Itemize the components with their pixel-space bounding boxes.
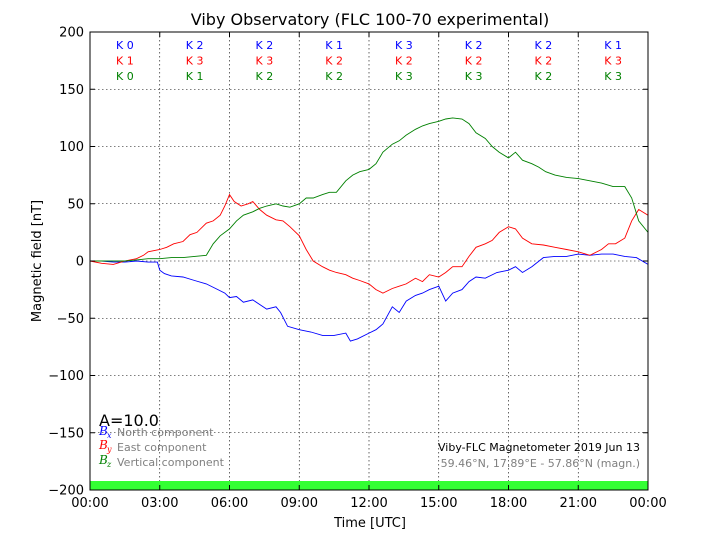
legend-subscript-north: x (107, 431, 112, 440)
k-index-label: K 3 (186, 55, 204, 68)
y-tick-label: −100 (48, 369, 84, 384)
k-index-label: K 2 (535, 70, 553, 83)
x-tick-label: 09:00 (281, 496, 318, 511)
k-index-label: K 2 (256, 70, 274, 83)
k-index-label: K 1 (116, 55, 134, 68)
series-layer (89, 117, 649, 342)
k-index-label: K 1 (186, 70, 204, 83)
legend-entry-north: B x North component (98, 424, 214, 440)
k-index-label: K 2 (325, 55, 343, 68)
y-tick-label: 200 (59, 26, 84, 41)
x-tick-label: 03:00 (141, 496, 178, 511)
x-axis-label: Time [UTC] (333, 516, 406, 531)
location-info: 59.46°N, 17.89°E - 57.86°N (magn.) (441, 457, 640, 470)
x-tick-label: 12:00 (350, 496, 387, 511)
y-tick-label: 0 (76, 255, 84, 270)
x-tick-label: 21:00 (560, 496, 597, 511)
y-tick-label: −200 (48, 484, 84, 499)
legend-label-east: East component (117, 441, 207, 454)
k-index-label: K 3 (256, 55, 274, 68)
k-index-label: K 2 (256, 39, 274, 52)
y-tick-label: 50 (67, 197, 84, 212)
y-tick-label: −150 (48, 426, 84, 441)
series-line-north-component (90, 253, 649, 342)
k-index-label: K 2 (325, 70, 343, 83)
legend-label-north: North component (117, 426, 214, 439)
x-tick-label: 00:00 (71, 496, 108, 511)
k-index-label: K 3 (395, 39, 413, 52)
chart-title: Viby Observatory (FLC 100-70 experimenta… (191, 10, 550, 29)
legend-entry-vertical: B z Vertical component (98, 453, 225, 469)
legend: B x North component B y East component B… (98, 424, 225, 469)
k-index-label: K 3 (604, 55, 622, 68)
k-index-label: K 2 (465, 39, 483, 52)
k-index-label: K 0 (116, 39, 134, 52)
ticks-layer: 00:00 03:00 06:00 09:00 12:00 15:00 18:00 21:00… (48, 26, 666, 512)
k-index-label: K 1 (604, 39, 622, 52)
x-tick-label: 06:00 (211, 496, 248, 511)
activity-index-label: A=10.0 (99, 411, 159, 430)
k-index-label: K 2 (535, 39, 553, 52)
k-index-label: K 2 (395, 55, 413, 68)
x-tick-label: 18:00 (490, 496, 527, 511)
x-tick-label: 00:00 (629, 496, 666, 511)
y-axis-label: Magnetic field [nT] (30, 200, 45, 322)
legend-symbol-north: B (98, 424, 108, 438)
legend-subscript-east: y (106, 445, 112, 454)
series-line-east-component (89, 193, 649, 294)
k-index-label: K 3 (465, 70, 483, 83)
legend-subscript-vertical: z (106, 460, 112, 469)
k-index-label: K 2 (186, 39, 204, 52)
k-index-layer: K 0 K 2 K 2 K 1 K 3 K 2 K 2 K 1 K 1 K 3 K 3 K 2 K 2 K… (116, 39, 622, 83)
k-index-label: K 3 (604, 70, 622, 83)
y-tick-label: 150 (59, 83, 84, 98)
k-index-label: K 2 (465, 55, 483, 68)
legend-symbol-east: B (98, 438, 108, 452)
y-tick-label: −50 (57, 312, 84, 327)
instrument-info: Viby-FLC Magnetometer 2019 Jun 13 (438, 441, 640, 454)
legend-symbol-vertical: B (98, 453, 108, 467)
k-index-label: K 2 (535, 55, 553, 68)
x-tick-label: 15:00 (420, 496, 457, 511)
k-index-label: K 0 (116, 70, 134, 83)
k-index-label: K 1 (325, 39, 343, 52)
legend-label-vertical: Vertical component (117, 456, 225, 469)
y-tick-label: 100 (59, 140, 84, 155)
k-index-label: K 3 (395, 70, 413, 83)
legend-entry-east: B y East component (98, 438, 207, 454)
series-line-vertical-component (90, 117, 649, 262)
grid-layer (90, 32, 648, 490)
